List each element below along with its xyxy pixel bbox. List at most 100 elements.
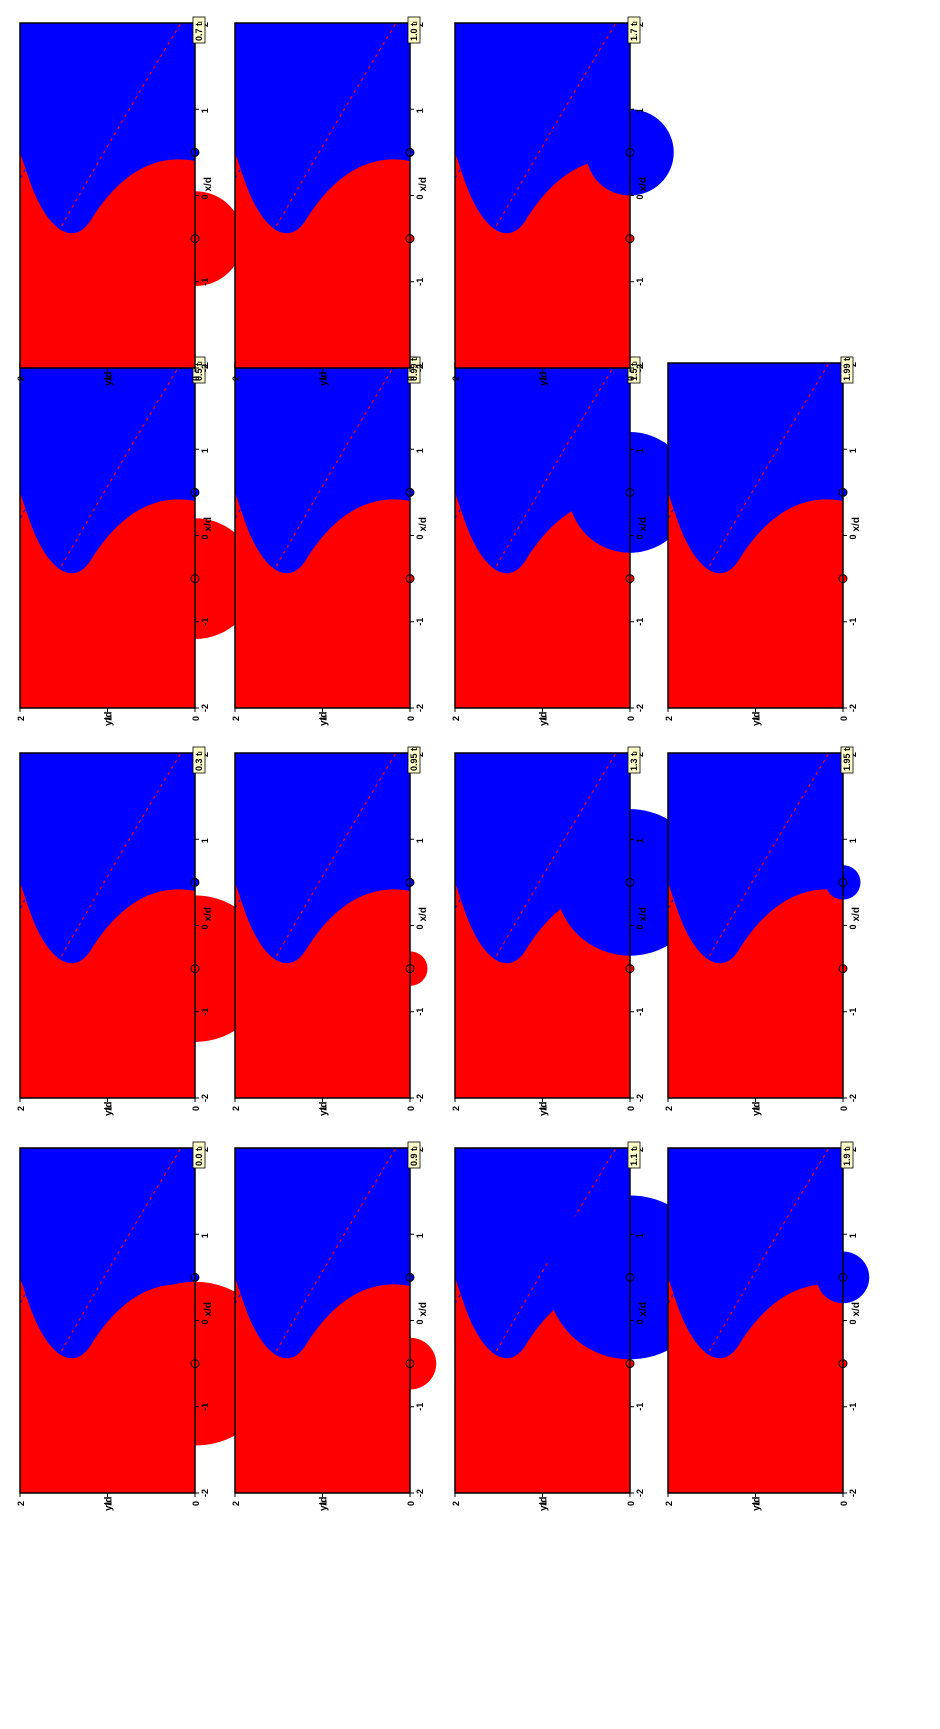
- y-tick-label: 2: [16, 1501, 26, 1506]
- x-tick-label: -2: [415, 1489, 425, 1497]
- x-tick-label: -2: [635, 1094, 645, 1102]
- time-label-box: [627, 746, 641, 774]
- x-tick-label: 1: [200, 838, 210, 843]
- panel-plot: -2 -1 0 1 2 0 1 2 x/d y/d 0.0 tₗ: [16, 1140, 279, 1511]
- blue-region: [668, 1148, 843, 1359]
- x-tick-label: 1: [200, 1233, 210, 1238]
- arc-mark: [19, 1147, 182, 1425]
- x-tick-label: 0: [200, 1319, 210, 1324]
- blue-region: [20, 1148, 195, 1359]
- y-tick-label: 0: [626, 1106, 636, 1111]
- y-tick-label: 1: [539, 716, 549, 721]
- time-label-group: 0.7 tₗ: [192, 16, 206, 44]
- y-tick-label: 1: [752, 716, 762, 721]
- time-label: 1.3 tₗ: [629, 751, 639, 771]
- y-tick-label: 0: [406, 716, 416, 721]
- x-tick-label: 0: [200, 534, 210, 539]
- time-label: 1.9 tₗ: [842, 1146, 852, 1166]
- panel-svg: -2-1012012x/dy/d1.99 tₗ: [664, 356, 862, 726]
- panel-plot: -2-1012012x/dy/d1.9 tₗ: [664, 1140, 870, 1511]
- y-tick-label: 0: [191, 716, 201, 721]
- time-label-box: [627, 356, 641, 384]
- y-tick-label: 1: [752, 1501, 762, 1506]
- x-tick-label: -1: [200, 1403, 210, 1411]
- arc-mark: [454, 752, 552, 909]
- y-tick-label: 2: [664, 1501, 674, 1506]
- x-tick-label: 0: [848, 924, 858, 929]
- y-tick-label: 1: [319, 1106, 329, 1111]
- x-tick-label: 0: [415, 1319, 425, 1324]
- x-axis-title: x/d: [203, 1302, 214, 1316]
- x-axis-title: x/d: [851, 907, 862, 921]
- y-tick-label: 0: [191, 376, 201, 381]
- time-label-box: [192, 356, 206, 384]
- x-tick-label: 0: [635, 194, 645, 199]
- arc-mark: [234, 22, 332, 179]
- x-tick-label: -1: [848, 618, 858, 626]
- x-tick-label: -1: [635, 1008, 645, 1016]
- blue-region: [668, 753, 843, 964]
- arc-mark: [454, 752, 617, 1030]
- y-tick-label: 0: [839, 716, 849, 721]
- y-axis-title: y/d: [539, 1497, 550, 1511]
- x-tick-label: -2: [635, 364, 645, 372]
- time-label: 1.7 tₗ: [629, 21, 639, 41]
- panel-svg: -2 -1 0 1 2 0 1 2 x/d y/d 0.3 tₗ: [16, 746, 270, 1116]
- x-tick-label: -2: [415, 704, 425, 712]
- x-tick-label: 0: [200, 194, 210, 199]
- x-axis-title: x/d: [418, 517, 429, 531]
- x-tick-label: 0: [415, 534, 425, 539]
- y-tick-label: 0: [406, 376, 416, 381]
- arc-mark: [454, 362, 552, 519]
- x-tick-label: -2: [415, 1094, 425, 1102]
- x-tick-label: -2: [635, 1489, 645, 1497]
- panel-svg: -2 -1 0 1 2 0 1 2 x/d y/d 0.7 tₗ: [16, 16, 244, 386]
- blue-region: [668, 363, 843, 574]
- panel-plot: -2-1012012x/dy/d0.99 tₗ: [231, 355, 430, 726]
- arc-mark: [667, 752, 765, 909]
- y-axis-title: y/d: [319, 372, 330, 386]
- blue-region: [455, 1148, 630, 1359]
- y-tick-label: 1: [539, 1106, 549, 1111]
- time-label-group: 0.0 tₗ: [192, 1141, 206, 1169]
- x-axis-title: x/d: [418, 1302, 429, 1316]
- x-tick-label: -2: [415, 364, 425, 372]
- x-tick-label: -1: [415, 618, 425, 626]
- time-label: 0.95 tₗ: [409, 746, 419, 771]
- time-label-box: [840, 1141, 854, 1169]
- x-tick-label: -2: [848, 1094, 858, 1102]
- x-tick-label: 0: [415, 924, 425, 929]
- time-label-group: 0.9 tₗ: [407, 1141, 421, 1169]
- time-label: 0.3 tₗ: [194, 751, 204, 771]
- blue-region: [20, 363, 195, 574]
- arc-mark: [454, 1147, 552, 1304]
- y-tick-label: 1: [539, 1501, 549, 1506]
- y-tick-label: 1: [104, 376, 114, 381]
- x-tick-label: 1: [635, 448, 645, 453]
- y-tick-label: 2: [16, 716, 26, 721]
- arc-mark: [19, 362, 117, 519]
- x-tick-label: -2: [848, 1489, 858, 1497]
- y-tick-label: 1: [104, 1501, 114, 1506]
- blue-region: [235, 753, 410, 964]
- blue-region: [20, 23, 195, 234]
- y-tick-label: 0: [406, 1106, 416, 1111]
- x-tick-label: 0: [635, 924, 645, 929]
- y-tick-label: 2: [451, 376, 461, 381]
- time-label-group: 0.3 tₗ: [192, 746, 206, 774]
- y-tick-label: 1: [319, 1501, 329, 1506]
- x-tick-label: -2: [848, 704, 858, 712]
- y-tick-label: 2: [664, 716, 674, 721]
- y-axis-title: y/d: [752, 1497, 763, 1511]
- panel-plot: -2-1012012x/dy/d1.0 tₗ: [231, 15, 430, 386]
- time-label: 1.5 tₗ: [629, 361, 639, 381]
- y-tick-label: 0: [626, 716, 636, 721]
- time-label-box: [407, 356, 421, 384]
- arc-mark: [234, 362, 332, 519]
- time-label-box: [192, 1141, 206, 1169]
- time-label-box: [840, 746, 854, 774]
- blue-region: [455, 363, 630, 574]
- blue-region: [20, 753, 195, 964]
- time-label-box: [407, 16, 421, 44]
- x-tick-label: -1: [848, 1008, 858, 1016]
